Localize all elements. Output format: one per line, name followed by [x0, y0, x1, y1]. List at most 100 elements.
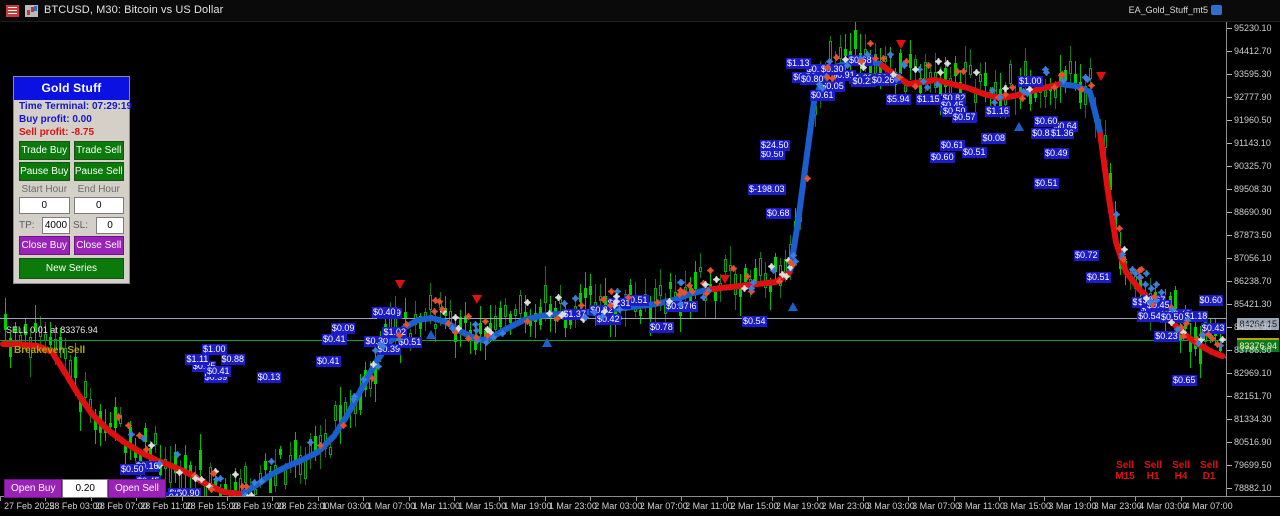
- ea-name-label: EA_Gold_Stuff_mt5: [1128, 5, 1208, 15]
- time-separator: [272, 497, 274, 501]
- price-tick: 85421.30: [1227, 299, 1272, 309]
- trade-buy-button[interactable]: Trade Buy: [19, 141, 70, 160]
- trade-marker-icon: [600, 296, 607, 303]
- profit-label: $0.51: [397, 336, 423, 348]
- lot-size-input[interactable]: 0.20: [62, 479, 108, 498]
- profit-label: $0.57: [952, 112, 977, 123]
- profit-label: $1.37: [562, 309, 587, 321]
- end-hour-input[interactable]: 0: [73, 197, 124, 214]
- candle-body: [754, 268, 757, 281]
- trade-marker-icon: [582, 314, 589, 321]
- trade-marker-icon: [578, 302, 585, 309]
- sell-signal-label: Sell: [1172, 460, 1190, 471]
- candle-wick: [1015, 84, 1016, 116]
- trade-sell-button[interactable]: Trade Sell: [73, 141, 124, 160]
- sell-signal-label: Sell: [1200, 460, 1218, 471]
- profit-label: $0.35: [191, 361, 217, 373]
- profit-label: $1.00: [202, 344, 227, 355]
- time-axis[interactable]: 27 Feb 2025 28 Feb 03:00 28 Feb 07:00 28 Fe…: [0, 496, 1280, 516]
- candle-body: [579, 293, 582, 303]
- candle-body: [404, 311, 407, 318]
- trade-marker-icon: [340, 422, 347, 429]
- time-tick: 2 Mar 03:00: [594, 501, 643, 511]
- close-sell-button[interactable]: Close Sell: [73, 236, 124, 255]
- time-tick: 1 Mar 11:00: [412, 501, 461, 511]
- candle-wick: [230, 473, 231, 492]
- close-button-row: Close Buy Close Sell: [14, 234, 129, 255]
- candle-body: [59, 336, 62, 350]
- candle-body: [84, 380, 87, 398]
- start-hour-input[interactable]: 0: [19, 197, 70, 214]
- trend-ribbon-segment: [795, 158, 810, 223]
- trade-marker-icon: [703, 290, 710, 297]
- trade-marker-icon: [1078, 86, 1085, 93]
- candle-body: [279, 449, 282, 456]
- time-tick: 2 Mar 19:00: [775, 501, 824, 511]
- price-tick: 88690.90: [1227, 207, 1272, 217]
- price-tick: 78882.10: [1227, 483, 1272, 493]
- trade-marker-icon: [248, 492, 255, 496]
- sl-input[interactable]: 0: [96, 217, 124, 234]
- time-tick: 1 Mar 19:00: [503, 501, 552, 511]
- trade-marker-icon: [613, 293, 620, 300]
- trade-marker-icon: [1143, 270, 1150, 277]
- price-tick: 84603.90: [1227, 322, 1272, 332]
- price-tick: 83786.50: [1227, 345, 1272, 355]
- panel-title: Gold Stuff: [14, 77, 129, 100]
- candle-body: [1189, 338, 1192, 352]
- price-tick: 87873.50: [1227, 230, 1272, 240]
- sell-signal-label: Sell: [1144, 460, 1162, 471]
- close-buy-button[interactable]: Close Buy: [19, 236, 70, 255]
- trade-marker-icon: [490, 334, 497, 341]
- price-tick: 91960.50: [1227, 115, 1272, 125]
- open-sell-button[interactable]: Open Sell: [107, 479, 166, 498]
- candle-body: [224, 483, 227, 491]
- profit-label: $0.50: [120, 464, 145, 475]
- candle-body: [199, 450, 202, 470]
- candle-body: [1069, 60, 1072, 74]
- new-series-button[interactable]: New Series: [19, 258, 124, 279]
- menu-icon[interactable]: [6, 5, 19, 17]
- chart-icon[interactable]: [25, 5, 38, 17]
- trade-marker-icon: [1214, 341, 1221, 348]
- time-tick: 1 Mar 23:00: [548, 501, 597, 511]
- candle-body: [94, 418, 97, 431]
- profit-label: $0.82: [941, 92, 967, 104]
- candle-body: [839, 47, 842, 59]
- profit-label: $0.72: [1074, 250, 1099, 261]
- trade-marker-icon: [654, 299, 661, 306]
- trade-marker-icon: [842, 56, 849, 63]
- candle-body: [454, 331, 457, 342]
- time-tick: 1 Mar 15:00: [458, 501, 507, 511]
- open-buy-button[interactable]: Open Buy: [4, 479, 63, 498]
- profit-label: $0.84: [1031, 128, 1056, 140]
- time-separator: [1135, 497, 1137, 501]
- trade-marker-icon: [912, 83, 919, 90]
- candle-body: [514, 309, 517, 317]
- candle-body: [79, 397, 82, 412]
- trade-marker-icon: [1147, 298, 1154, 305]
- candle-body: [759, 258, 762, 276]
- trade-marker-icon: [1136, 274, 1143, 281]
- trade-marker-icon: [473, 334, 480, 341]
- pause-buy-button[interactable]: Pause Buy: [19, 162, 70, 181]
- pause-button-row: Pause Buy Pause Sell: [14, 160, 129, 181]
- profit-label: $1.13: [786, 58, 811, 69]
- candle-body: [374, 364, 377, 385]
- tp-input[interactable]: 4000: [42, 217, 70, 234]
- sl-label: SL:: [73, 220, 89, 231]
- pause-sell-button[interactable]: Pause Sell: [73, 162, 124, 181]
- trade-marker-icon: [1169, 306, 1176, 313]
- candle-body: [334, 405, 337, 422]
- candle-body: [504, 304, 507, 317]
- open-order-bar: Open Buy 0.20 Open Sell: [4, 479, 166, 498]
- buy-arrow-icon: [542, 338, 552, 347]
- profit-label: $0.78: [649, 321, 674, 333]
- profit-label: $0.60: [1198, 295, 1224, 307]
- trade-marker-icon: [307, 439, 314, 446]
- profit-label: $0.61: [940, 140, 965, 151]
- price-axis[interactable]: 84264.15 83376.94 95230.10 94412.70 93595.…: [1226, 22, 1280, 496]
- profit-label: $0.30: [820, 64, 845, 75]
- sell-arrow-icon: [1096, 72, 1106, 81]
- chart-canvas[interactable]: $1.13 $0.80 $0.61 $0.30 $0.50 $24.50 $-198.03 $…: [0, 22, 1226, 496]
